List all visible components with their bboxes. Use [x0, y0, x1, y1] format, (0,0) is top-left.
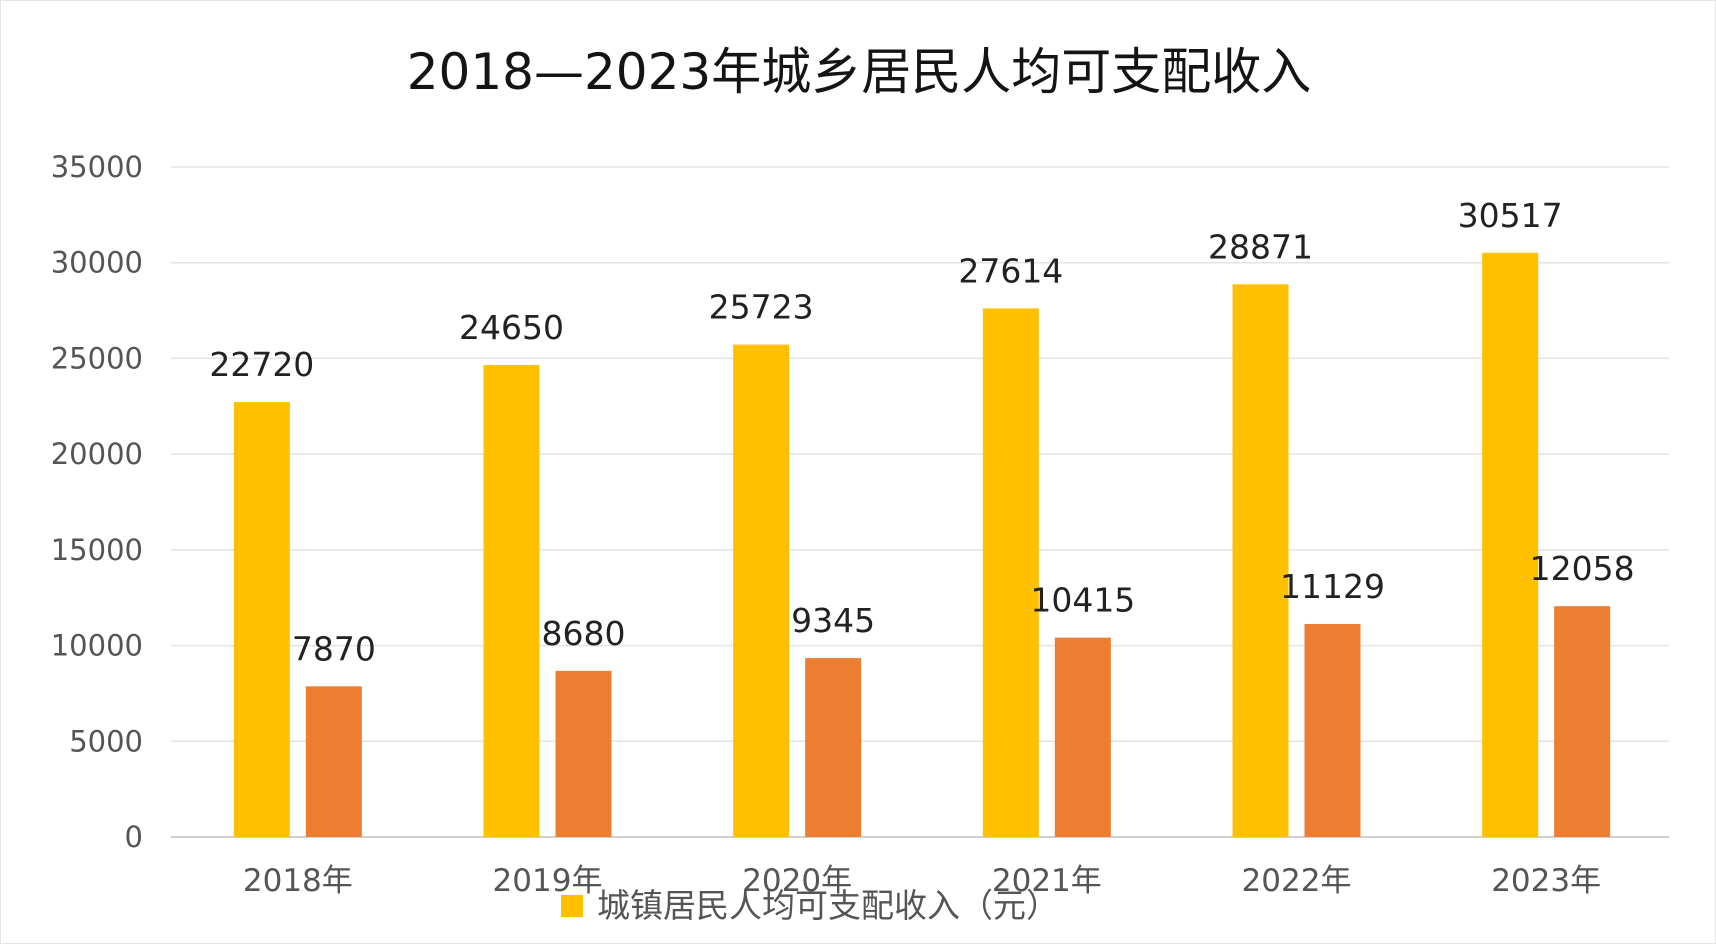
data-label: 28871	[1208, 227, 1313, 266]
y-tick-label: 10000	[51, 629, 143, 663]
y-tick-label: 0	[125, 820, 143, 854]
x-tick-label: 2022年	[1242, 863, 1352, 899]
x-tick-label: 2021年	[992, 863, 1102, 899]
chart-title: 2018—2023年城乡居民人均可支配收入	[407, 43, 1312, 101]
data-label: 8680	[542, 614, 626, 653]
data-label: 9345	[791, 601, 875, 640]
bar-series-1-1	[233, 402, 290, 837]
bar-series-1-2	[483, 365, 540, 837]
x-tick-label: 2023年	[1491, 863, 1601, 899]
bar-series-2-5	[1304, 623, 1361, 837]
bar-series-2-6	[1554, 606, 1611, 837]
y-tick-label: 35000	[51, 150, 143, 184]
bar-series-2-2	[555, 670, 612, 837]
data-label: 12058	[1530, 549, 1635, 588]
y-axis-ticks: 0 5000 10000 15000 20000 25000 30000 35000	[51, 150, 143, 854]
x-tick-label: 2020年	[742, 863, 852, 899]
data-label: 24650	[459, 308, 564, 347]
data-label: 22720	[209, 345, 314, 384]
y-tick-label: 30000	[51, 246, 143, 280]
data-label: 25723	[709, 288, 814, 327]
data-label: 10415	[1030, 581, 1135, 620]
gridlines	[171, 166, 1669, 838]
data-label: 30517	[1458, 196, 1563, 235]
bar-series-1-3	[733, 344, 790, 837]
bar-series-1-5	[1232, 284, 1289, 838]
legend-label: 城镇居民人均可支配收入（元）	[597, 886, 1059, 925]
y-tick-label: 25000	[51, 341, 143, 375]
data-label: 27614	[958, 251, 1063, 290]
bar-series-1-4	[982, 308, 1039, 837]
bars	[233, 252, 1611, 838]
y-tick-label: 5000	[69, 724, 143, 758]
data-label: 11129	[1280, 567, 1385, 606]
bar-series-2-1	[305, 686, 362, 837]
bar-series-1-6	[1482, 252, 1539, 837]
bar-series-2-4	[1054, 637, 1111, 837]
x-tick-label: 2018年	[243, 863, 353, 899]
y-tick-label: 20000	[51, 437, 143, 471]
data-labels: 22720 7870 24650 8680 25723 9345 27614 10415 288…	[209, 196, 1634, 669]
x-axis-ticks: 2018年 2019年 2020年 2021年 2022年 2023年	[243, 863, 1601, 899]
data-label: 7870	[292, 629, 376, 668]
legend-swatch	[561, 895, 583, 917]
x-tick-label: 2019年	[493, 863, 603, 899]
bar-series-2-3	[805, 658, 862, 837]
legend: 城镇居民人均可支配收入（元）	[561, 886, 1059, 925]
y-tick-label: 15000	[51, 533, 143, 567]
